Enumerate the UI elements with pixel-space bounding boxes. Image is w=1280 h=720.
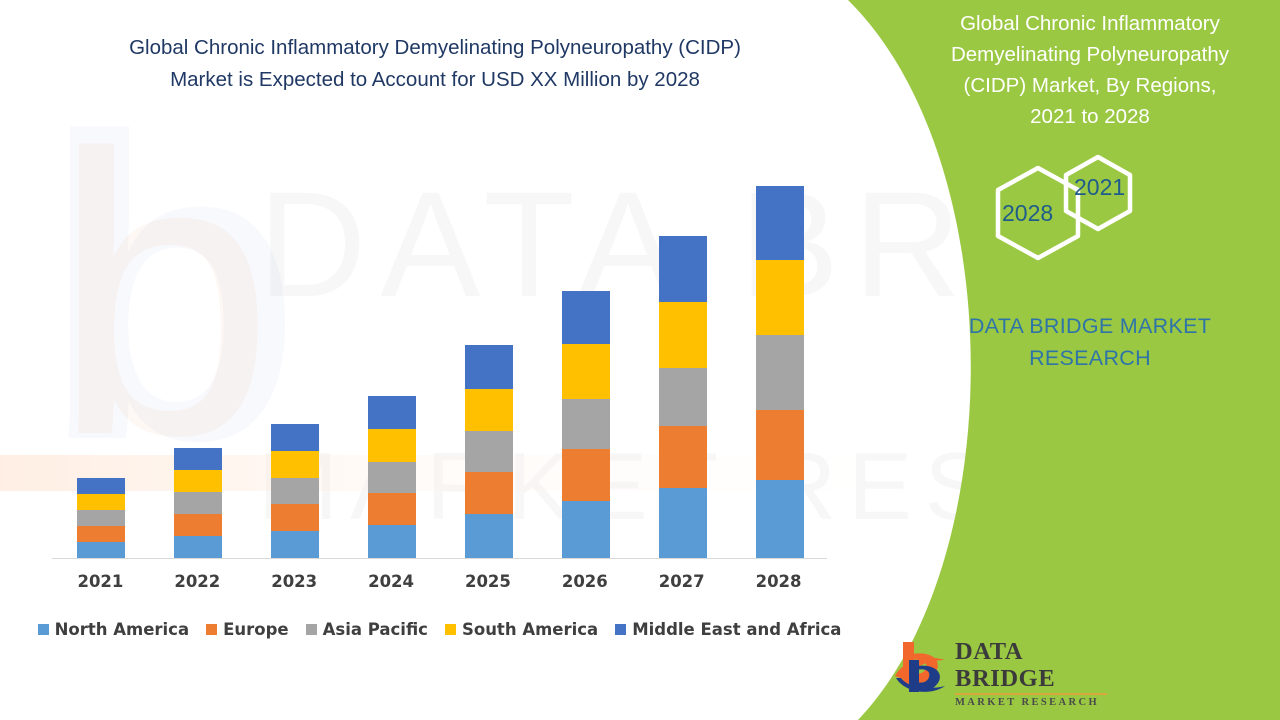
green-panel-title: Global Chronic Inflammatory Demyelinatin… xyxy=(890,8,1280,132)
bar-segment xyxy=(77,542,126,558)
legend-item-2[interactable]: Asia Pacific xyxy=(305,619,428,639)
bar-segment xyxy=(368,396,417,429)
bar-column-2027 xyxy=(658,236,707,558)
bar-segment xyxy=(755,335,804,410)
legend-item-0[interactable]: North America xyxy=(37,619,190,639)
green-panel-title-line-3: (CIDP) Market, By Regions, xyxy=(963,74,1217,97)
bar-segment xyxy=(464,431,513,472)
hexagon-2028-label: 2028 xyxy=(1002,200,1054,226)
x-axis-label-2027: 2027 xyxy=(658,572,705,591)
bar-segment xyxy=(658,368,707,426)
bar-segment xyxy=(174,514,223,536)
bar-segment xyxy=(464,345,513,389)
bar-segment xyxy=(174,448,223,470)
bar-segment xyxy=(464,472,513,514)
legend-label: Asia Pacific xyxy=(322,619,428,639)
bar-segment xyxy=(561,399,610,449)
bar-segment xyxy=(77,510,126,526)
bar-segment xyxy=(271,504,320,531)
bar-segment xyxy=(77,494,126,510)
bar-segment xyxy=(174,536,223,558)
bar-column-2024 xyxy=(368,396,417,558)
logo-name-top: DATA BRIDGE xyxy=(955,638,1056,692)
legend-swatch-icon xyxy=(444,623,456,635)
bar-column-2025 xyxy=(464,345,513,558)
bar-column-2028 xyxy=(755,186,804,558)
bar-segment xyxy=(755,410,804,480)
green-panel-brand: DATA BRIDGE MARKET RESEARCH xyxy=(890,310,1280,374)
hexagon-2021-label: 2021 xyxy=(1074,174,1126,200)
legend-swatch-icon xyxy=(37,623,49,635)
green-panel-brand-line-2: RESEARCH xyxy=(1029,346,1151,370)
x-axis-tick-labels: 2021 2022 2023 2024 2025 2026 2027 2028 xyxy=(52,572,827,600)
legend-label: Europe xyxy=(223,619,289,639)
bar-segment xyxy=(464,514,513,558)
x-axis-label-2026: 2026 xyxy=(561,572,608,591)
bar-segment xyxy=(77,526,126,542)
hexagon-group: 2028 2021 xyxy=(960,150,1260,285)
legend-swatch-icon xyxy=(206,623,218,635)
legend-label: South America xyxy=(461,619,599,639)
bar-segment xyxy=(658,488,707,558)
green-panel-brand-line-1: DATA BRIDGE MARKET xyxy=(968,314,1212,338)
legend-swatch-icon xyxy=(615,623,627,635)
x-axis-label-2022: 2022 xyxy=(174,572,221,591)
bar-chart-plot-area xyxy=(52,130,827,558)
bar-segment xyxy=(561,344,610,399)
green-panel-title-line-2: Demyelinating Polyneuropathy xyxy=(950,43,1230,66)
bar-column-2021 xyxy=(77,478,126,558)
chart-legend: North America Europe Asia Pacific South Ame… xyxy=(37,617,841,641)
bar-segment xyxy=(755,260,804,335)
bar-segment xyxy=(658,236,707,302)
bar-segment xyxy=(658,302,707,368)
bar-segment xyxy=(658,426,707,488)
bar-segment xyxy=(174,492,223,514)
bar-segment xyxy=(271,531,320,558)
bar-segment xyxy=(174,470,223,492)
legend-item-1[interactable]: Europe xyxy=(206,620,289,639)
bar-segment xyxy=(561,449,610,501)
logo-wordmark: DATA BRIDGE MARKET RESEARCH xyxy=(955,638,1110,708)
chart-title-line-2: Market is Expected to Account for USD XX… xyxy=(170,68,700,91)
bar-segment xyxy=(77,478,126,494)
bar-segment xyxy=(755,186,804,260)
bar-column-2026 xyxy=(561,291,610,558)
green-panel-title-line-4: 2021 to 2028 xyxy=(1030,105,1150,128)
bar-segment xyxy=(271,451,320,478)
bar-segment xyxy=(368,493,417,525)
bar-segment xyxy=(464,389,513,431)
data-bridge-logo: DATA BRIDGE MARKET RESEARCH xyxy=(893,634,1108,708)
legend-label: North America xyxy=(54,619,190,639)
chart-title-line-1: Global Chronic Inflammatory Demyelinatin… xyxy=(129,36,741,59)
logo-name-bottom: MARKET RESEARCH xyxy=(955,696,1100,708)
bar-segment xyxy=(561,501,610,558)
x-axis-label-2023: 2023 xyxy=(271,572,318,591)
bar-column-2022 xyxy=(174,448,223,558)
bar-segment xyxy=(755,480,804,558)
bar-segment xyxy=(368,462,417,493)
x-axis-line xyxy=(52,558,827,559)
x-axis-label-2025: 2025 xyxy=(464,572,511,591)
bar-segment xyxy=(561,291,610,344)
legend-label: Middle East and Africa xyxy=(632,619,842,639)
legend-swatch-icon xyxy=(305,623,317,635)
green-panel-content: Global Chronic Inflammatory Demyelinatin… xyxy=(905,0,1280,720)
logo-divider xyxy=(955,693,1107,695)
x-axis-label-2024: 2024 xyxy=(368,572,415,591)
legend-item-3[interactable]: South America xyxy=(444,619,599,639)
chart-title: Global Chronic Inflammatory Demyelinatin… xyxy=(40,32,830,96)
x-axis-label-2021: 2021 xyxy=(77,572,124,591)
bar-segment xyxy=(368,525,417,558)
green-panel-title-line-1: Global Chronic Inflammatory xyxy=(960,12,1220,35)
bar-segment xyxy=(271,424,320,451)
bar-segment xyxy=(368,429,417,462)
legend-item-4[interactable]: Middle East and Africa xyxy=(615,620,841,639)
bar-segment xyxy=(271,478,320,504)
bar-column-2023 xyxy=(271,424,320,558)
x-axis-label-2028: 2028 xyxy=(755,572,802,591)
